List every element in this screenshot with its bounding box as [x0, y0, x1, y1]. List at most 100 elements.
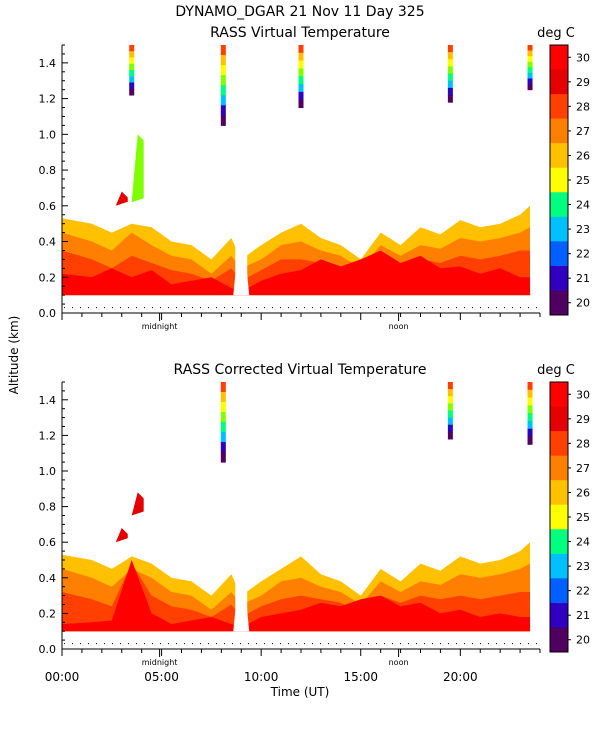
colorbar-tick-label: 20	[576, 297, 590, 310]
spike-segment	[527, 389, 533, 399]
spike-segment	[447, 431, 453, 440]
colorbar-tick-label: 21	[576, 609, 590, 622]
spike-segment	[447, 417, 453, 426]
spike-segment	[447, 73, 453, 82]
spike-segment	[298, 76, 304, 85]
colorbar: deg C30 29 28 27 26 25 24 23 22 21 20	[537, 26, 590, 316]
colorbar-tick-label: 26	[576, 149, 590, 162]
spike-segment	[527, 84, 533, 91]
x-tick-label: 20:00	[443, 670, 478, 684]
colorbar-tick-label: 30	[576, 388, 590, 401]
colorbar: deg C30 29 28 27 26 25 24 23 22 21 20	[537, 363, 590, 653]
spike-segment	[129, 63, 135, 71]
spike-segment	[220, 402, 226, 413]
colorbar-swatch	[550, 578, 568, 604]
colorbar-swatch	[550, 553, 568, 579]
colorbar-tick-label: 20	[576, 634, 590, 647]
y-tick-label: 0.2	[39, 607, 57, 620]
data-gap	[235, 551, 248, 632]
colorbar-swatch	[550, 627, 568, 653]
spike-segment	[220, 85, 226, 96]
plot-area: 0.0 0.2 0.4 0.6 0.8 1.0 1.2 1.4 midnight noon 00:0…	[39, 381, 541, 684]
y-tick-label: 0.8	[39, 164, 57, 177]
spike-segment	[220, 115, 226, 126]
colorbar-swatch	[550, 406, 568, 432]
colorbar-tick-label: 23	[576, 223, 590, 236]
colorbar-swatch	[550, 455, 568, 481]
colorbar-tick-label: 24	[576, 199, 590, 212]
spike-segment	[447, 80, 453, 89]
spike-segment	[220, 382, 226, 393]
spike-segment	[527, 436, 533, 445]
spike-segment	[527, 78, 533, 85]
colorbar-tick-label: 27	[576, 125, 590, 138]
spike-segment	[220, 105, 226, 116]
patch	[131, 492, 144, 516]
colorbar-swatch	[550, 382, 568, 408]
x-tick-label: 05:00	[144, 670, 179, 684]
spike-segment	[447, 45, 453, 53]
spike-segment	[129, 76, 135, 84]
colorbar-tick-label: 25	[576, 511, 590, 524]
colorbar-tick-label: 30	[576, 51, 590, 64]
spike-segment	[447, 410, 453, 419]
colorbar-swatch	[550, 69, 568, 95]
spike-segment	[298, 91, 304, 101]
spike-segment	[447, 95, 453, 103]
spike-segment	[447, 382, 453, 390]
y-tick-label: 1.4	[39, 57, 57, 70]
colorbar-unit: deg C	[537, 26, 575, 41]
spike-segment	[527, 61, 533, 68]
y-tick-label: 0.6	[39, 200, 57, 213]
data-gap	[235, 214, 248, 296]
colorbar-tick-label: 23	[576, 560, 590, 573]
spike-segment	[298, 60, 304, 69]
patch	[131, 134, 144, 203]
spike-segment	[527, 50, 533, 57]
colorbar-swatch	[550, 167, 568, 193]
x-tick-label: 10:00	[244, 670, 279, 684]
colorbar-swatch	[550, 118, 568, 144]
y-tick-label: 0.8	[39, 501, 57, 514]
spike-segment	[220, 45, 226, 56]
y-tick-label: 0.4	[39, 572, 57, 585]
patch	[115, 191, 128, 206]
panel-title: RASS Corrected Virtual Temperature	[174, 362, 427, 378]
spike-segment	[527, 67, 533, 74]
patch	[115, 527, 128, 543]
colorbar-swatch	[550, 431, 568, 457]
spike-segment	[447, 66, 453, 75]
spike-segment	[447, 396, 453, 404]
colorbar-tick-label: 29	[576, 76, 590, 89]
y-tick-label: 1.0	[39, 128, 57, 141]
x-axis-label: Time (UT)	[270, 685, 330, 699]
spike-segment	[129, 51, 135, 59]
colorbar-swatch	[550, 94, 568, 120]
spike-segment	[447, 87, 453, 96]
spike-segment	[447, 52, 453, 60]
spike-segment	[298, 99, 304, 109]
y-tick-label: 0.0	[39, 643, 57, 656]
spike-segment	[527, 382, 533, 391]
y-tick-label: 0.4	[39, 236, 57, 249]
spike-segment	[447, 424, 453, 433]
colorbar-tick-label: 26	[576, 486, 590, 499]
colorbar-tick-label: 29	[576, 413, 590, 426]
spike-segment	[129, 57, 135, 65]
spike-segment	[220, 422, 226, 433]
spike-segment	[220, 65, 226, 76]
spike-segment	[298, 68, 304, 77]
spike-segment	[220, 442, 226, 453]
x-tick-label: 00:00	[45, 670, 80, 684]
temperature-layer-30	[62, 560, 531, 632]
colorbar-swatch	[550, 192, 568, 218]
colorbar-swatch	[550, 504, 568, 530]
y-tick-label: 0.2	[39, 271, 57, 284]
colorbar-swatch	[550, 45, 568, 71]
spike-segment	[220, 75, 226, 86]
colorbar-tick-label: 28	[576, 100, 590, 113]
colorbar-unit: deg C	[537, 363, 575, 378]
colorbar-tick-label: 28	[576, 437, 590, 450]
colorbar-swatch	[550, 143, 568, 169]
spike-segment	[298, 84, 304, 93]
